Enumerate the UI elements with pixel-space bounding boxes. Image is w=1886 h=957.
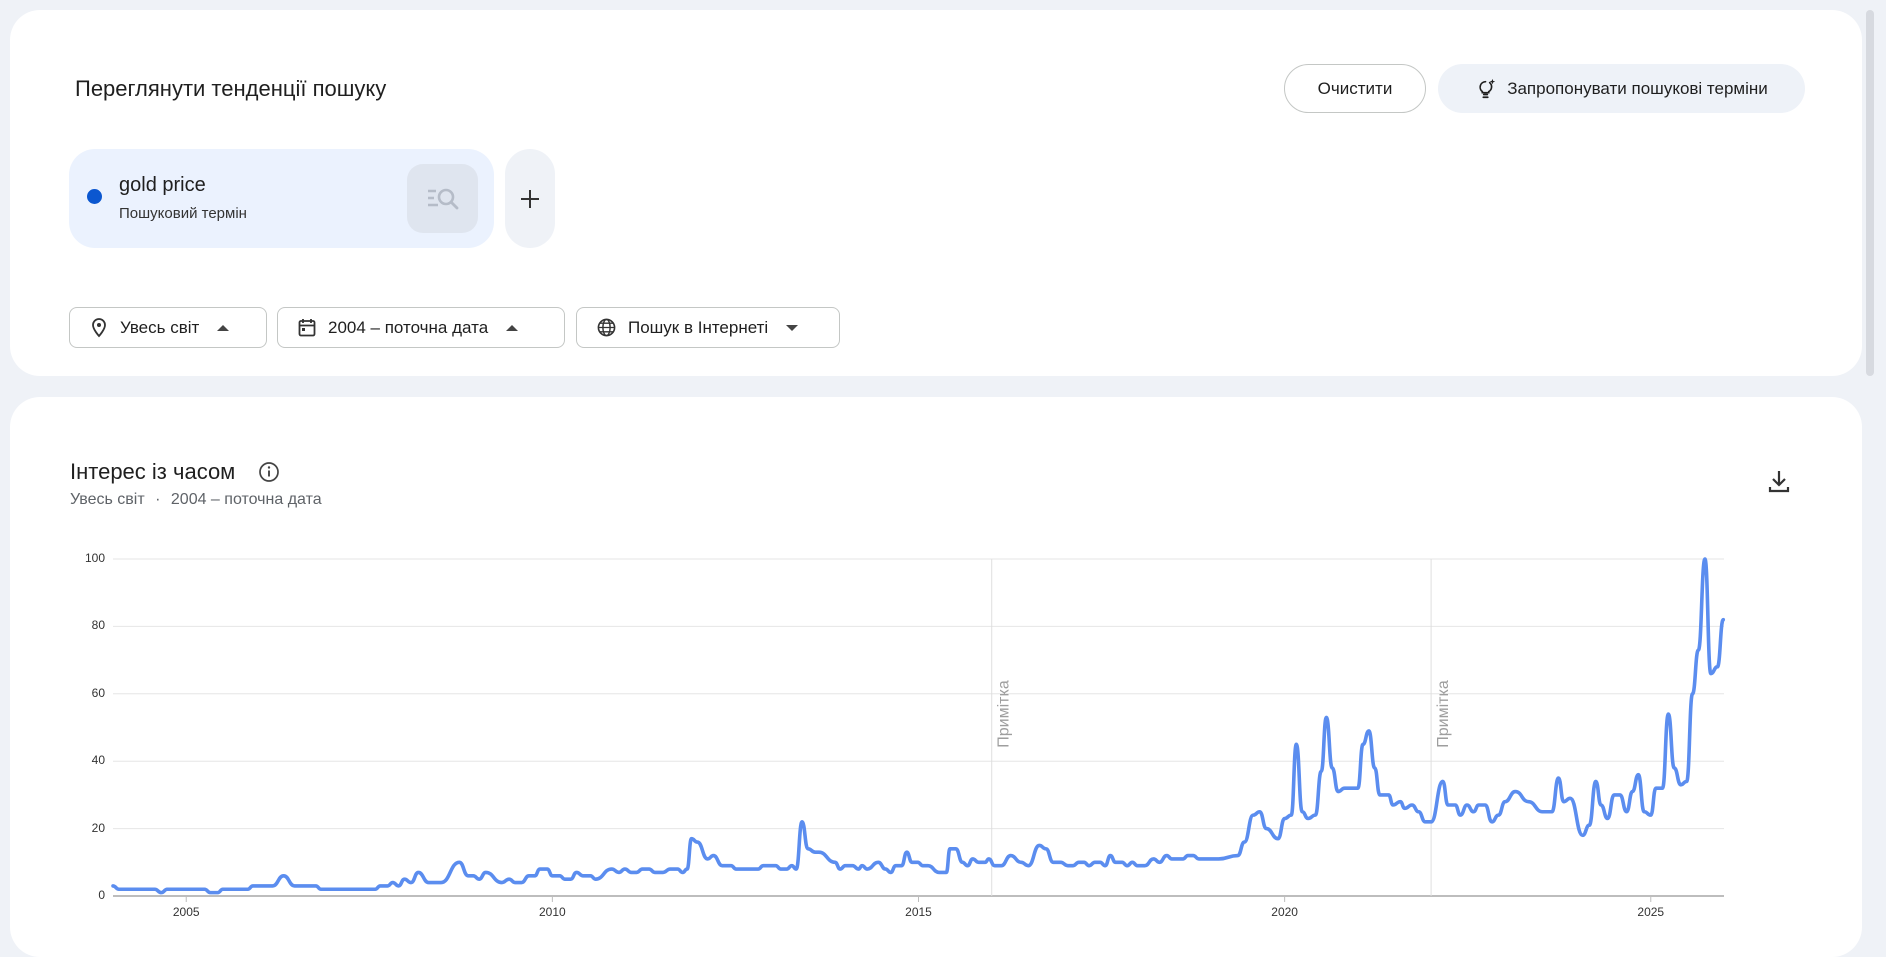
clear-label: Очистити bbox=[1317, 78, 1393, 98]
caret-up-icon bbox=[217, 324, 230, 331]
region-filter[interactable]: Увесь світ bbox=[69, 307, 267, 348]
plus-icon bbox=[521, 189, 539, 208]
subtitle-region: Увесь світ bbox=[70, 491, 145, 508]
scrollbar[interactable] bbox=[1866, 10, 1874, 376]
x-tick-label: 2010 bbox=[539, 905, 566, 919]
lightbulb-sparkle-icon bbox=[1479, 78, 1496, 98]
search-type-filter-label: Пошук в Інтернеті bbox=[628, 317, 769, 337]
region-filter-label: Увесь світ bbox=[120, 317, 200, 337]
term-type: Пошуковий термін bbox=[119, 205, 247, 222]
subtitle-separator: · bbox=[155, 491, 161, 508]
search-term-card[interactable]: gold price Пошуковий термін bbox=[69, 149, 494, 248]
page-title: Переглянути тенденції пошуку bbox=[75, 76, 387, 101]
term-name: gold price bbox=[119, 174, 206, 196]
interest-chart: Примітка Примітка bbox=[111, 557, 1726, 902]
term-color-dot bbox=[87, 189, 102, 204]
interest-subtitle: Увесь світ · 2004 – поточна дата bbox=[70, 491, 322, 509]
location-pin-icon bbox=[92, 317, 106, 337]
x-tick-label: 2005 bbox=[172, 905, 200, 919]
download-icon[interactable] bbox=[1767, 468, 1791, 494]
caret-down-icon bbox=[786, 324, 799, 331]
x-tick-label: 2015 bbox=[905, 905, 932, 919]
globe-icon bbox=[597, 318, 616, 337]
search-list-icon bbox=[427, 188, 458, 209]
suggest-label: Запропонувати пошукові терміни bbox=[1507, 78, 1768, 98]
interest-over-time-card bbox=[10, 397, 1862, 957]
annotation-label[interactable]: Примітка bbox=[996, 680, 1013, 748]
y-tick-label: 80 bbox=[91, 618, 105, 633]
clear-button[interactable]: Очистити bbox=[1284, 64, 1426, 113]
y-tick-label: 60 bbox=[91, 685, 105, 700]
period-filter-label: 2004 – поточна дата bbox=[328, 317, 489, 337]
x-tick-label: 2020 bbox=[1271, 905, 1298, 919]
info-icon[interactable] bbox=[258, 461, 280, 483]
subtitle-period: 2004 – поточна дата bbox=[170, 491, 322, 508]
suggest-terms-button[interactable]: Запропонувати пошукові терміни bbox=[1438, 64, 1805, 113]
add-term-button[interactable] bbox=[505, 149, 555, 248]
series-line bbox=[111, 557, 1726, 895]
x-tick-label: 2025 bbox=[1637, 905, 1665, 919]
annotation-label[interactable]: Примітка bbox=[1435, 680, 1452, 748]
period-filter[interactable]: 2004 – поточна дата bbox=[277, 307, 565, 348]
search-type-filter[interactable]: Пошук в Інтернеті bbox=[576, 307, 840, 348]
y-tick-label: 40 bbox=[91, 753, 105, 768]
y-tick-label: 0 bbox=[98, 888, 105, 902]
term-type-select-button[interactable] bbox=[407, 164, 478, 233]
calendar-icon bbox=[298, 319, 316, 337]
caret-up-icon bbox=[506, 324, 519, 331]
y-tick-label: 20 bbox=[91, 820, 105, 835]
y-tick-label: 100 bbox=[84, 551, 105, 565]
interest-title: Інтерес із часом bbox=[70, 459, 236, 484]
